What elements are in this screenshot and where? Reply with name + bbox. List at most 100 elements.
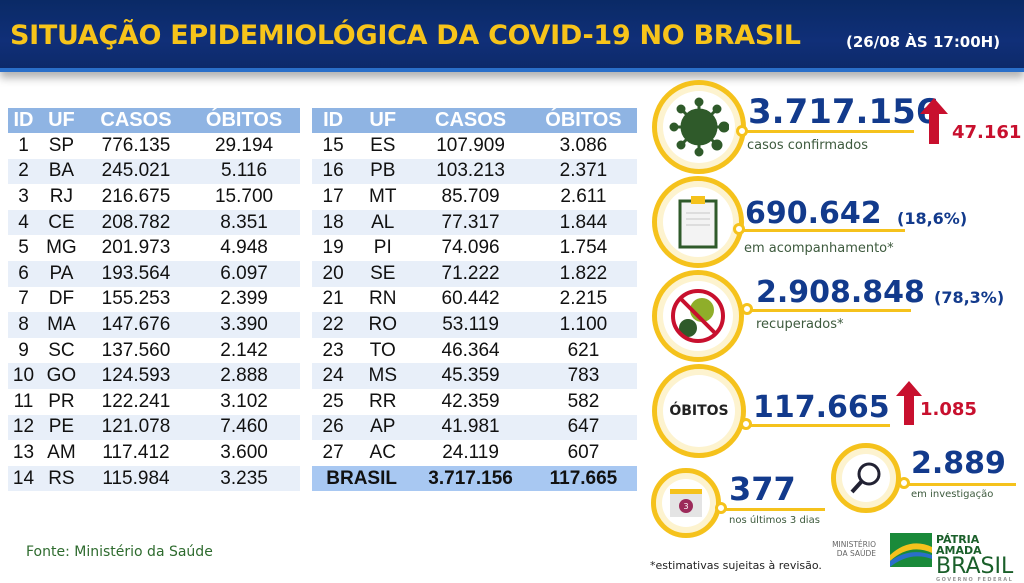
table-row: 21 RN 60.442 2.215 <box>312 287 637 313</box>
clipboard-icon <box>652 176 744 268</box>
column-header: CASOS <box>411 108 530 133</box>
table-cell: 74.096 <box>441 237 500 259</box>
deaths-increase: 1.085 <box>920 399 977 420</box>
table-cell: 8.351 <box>188 209 300 236</box>
table-cell: 117.412 <box>102 441 170 463</box>
table-row: 27 AC 24.119 607 <box>312 440 637 466</box>
table-cell: MT <box>369 185 397 207</box>
table-cell: 7 <box>18 288 29 310</box>
table-cell: RS <box>38 465 84 492</box>
table-cell: 20 <box>312 260 355 287</box>
table-header-row: ID UF CASOS ÓBITOS <box>8 108 300 133</box>
recovered-value: 2.908.848 <box>756 275 925 310</box>
table-cell: AP <box>354 414 412 441</box>
table-cell: 17 <box>322 185 344 207</box>
ministry-logo: MINISTÉRIO DA SAÚDE <box>832 540 876 558</box>
table-cell: 27 <box>322 441 344 463</box>
table-cell: 1.822 <box>529 260 637 287</box>
table-cell: PI <box>373 237 392 259</box>
table-cell: PB <box>354 158 412 185</box>
deaths-badge-label: ÓBITOS <box>669 403 729 419</box>
connector-line <box>751 309 911 312</box>
monitoring-label: em acompanhamento* <box>744 241 894 256</box>
table-cell: AC <box>369 441 396 463</box>
table-cell: 647 <box>529 414 637 441</box>
table-cell: 216.675 <box>101 185 171 207</box>
monitoring-percent: (18,6%) <box>897 209 968 228</box>
table-cell: PR <box>48 390 75 412</box>
states-table-right: ID UF CASOS ÓBITOS 15 ES 107.909 3.086 16 PB 103.2… <box>312 108 637 492</box>
table-cell: 16 <box>312 158 355 185</box>
table-cell: 19 <box>322 237 344 259</box>
source-note: Fonte: Ministério da Saúde <box>26 544 213 560</box>
table-header-row: ID UF CASOS ÓBITOS <box>312 108 637 133</box>
confirmed-cases-value: 3.717.156 <box>748 92 940 132</box>
table-cell: 155.253 <box>101 288 171 310</box>
table-cell: 4.948 <box>220 237 268 259</box>
header-banner: SITUAÇÃO EPIDEMIOLÓGICA DA COVID-19 NO B… <box>0 0 1024 72</box>
table-row: 13 AM 117.412 3.600 <box>8 440 300 466</box>
table-cell: 46.364 <box>441 339 500 361</box>
table-cell: 1.100 <box>529 312 637 338</box>
connector-line <box>725 508 825 511</box>
monitoring-value: 690.642 <box>745 196 882 231</box>
table-cell: 6 <box>8 260 39 287</box>
table-row: 5 MG 201.973 4.948 <box>8 235 300 261</box>
table-cell: 3.086 <box>559 134 608 156</box>
investigation-label: em investigação <box>911 489 994 500</box>
table-cell: 6.097 <box>188 260 300 287</box>
table-cell: 208.782 <box>83 209 189 236</box>
virus-icon <box>652 80 746 174</box>
table-cell: 23 <box>322 339 344 361</box>
table-cell: RO <box>354 312 412 338</box>
table-cell: 22 <box>312 312 355 338</box>
calendar-icon: 3 <box>651 468 721 538</box>
states-table-left: ID UF CASOS ÓBITOS 1 SP 776.135 29.194 2 BA 245.02… <box>8 108 300 492</box>
table-cell: 147.676 <box>83 312 189 338</box>
table-cell: SP <box>48 134 75 156</box>
table-row: 17 MT 85.709 2.611 <box>312 184 637 210</box>
table-row: 26 AP 41.981 647 <box>312 414 637 441</box>
table-row: 14 RS 115.984 3.235 <box>8 465 300 492</box>
table-cell: 2.371 <box>529 158 637 185</box>
arrow-up-icon <box>896 381 922 425</box>
table-cell: 607 <box>567 441 600 463</box>
table-cell: 15.700 <box>214 185 274 207</box>
table-cell: 14 <box>8 465 39 492</box>
table-cell: PA <box>38 260 84 287</box>
calendar-day: 3 <box>683 502 688 511</box>
table-cell: BA <box>38 158 84 185</box>
column-header: ÓBITOS <box>188 108 300 133</box>
table-cell: 5 <box>18 237 29 259</box>
table-cell: RN <box>369 288 397 310</box>
table-cell: 53.119 <box>411 312 530 338</box>
table-cell: 245.021 <box>83 158 189 185</box>
table-cell: 11 <box>13 390 34 412</box>
table-cell: 1 <box>18 134 29 156</box>
table-cell: MG <box>46 237 77 259</box>
table-cell: 201.973 <box>101 237 171 259</box>
table-cell: 122.241 <box>101 390 171 412</box>
column-header: UF <box>354 108 412 133</box>
connector-line <box>746 130 914 133</box>
table-cell: 13 <box>12 441 35 463</box>
page-title: SITUAÇÃO EPIDEMIOLÓGICA DA COVID-19 NO B… <box>10 20 801 51</box>
column-header: ID <box>8 108 39 133</box>
table-cell: 4 <box>8 209 39 236</box>
column-header: CASOS <box>83 108 189 133</box>
table-cell: 60.442 <box>441 288 500 310</box>
table-cell: 2.399 <box>220 288 268 310</box>
last3-label: nos últimos 3 dias <box>729 515 820 526</box>
table-cell: 2 <box>8 158 39 185</box>
magnifier-icon <box>831 443 901 513</box>
total-row: BRASIL 3.717.156 117.665 <box>312 465 637 492</box>
table-row: 1 SP 776.135 29.194 <box>8 133 300 159</box>
table-cell: 77.317 <box>411 209 530 236</box>
table-row: 6 PA 193.564 6.097 <box>8 260 300 287</box>
column-header: ÓBITOS <box>529 108 637 133</box>
table-cell: 1.844 <box>529 209 637 236</box>
table-cell: 7.460 <box>188 414 300 441</box>
table-cell: AL <box>354 209 412 236</box>
table-row: 20 SE 71.222 1.822 <box>312 260 637 287</box>
table-cell: 85.709 <box>441 185 500 207</box>
